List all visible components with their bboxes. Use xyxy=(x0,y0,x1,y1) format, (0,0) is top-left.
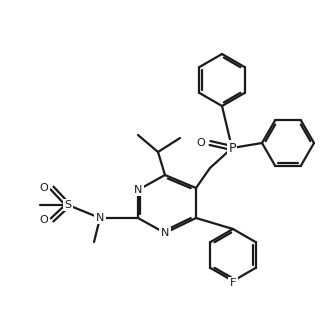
Text: O: O xyxy=(40,215,48,225)
Text: N: N xyxy=(96,213,104,223)
Text: F: F xyxy=(230,278,236,288)
Text: O: O xyxy=(40,183,48,193)
Text: P: P xyxy=(228,142,236,154)
Text: O: O xyxy=(197,138,205,148)
Text: S: S xyxy=(65,200,72,210)
Text: N: N xyxy=(161,228,169,238)
Text: N: N xyxy=(134,185,142,195)
